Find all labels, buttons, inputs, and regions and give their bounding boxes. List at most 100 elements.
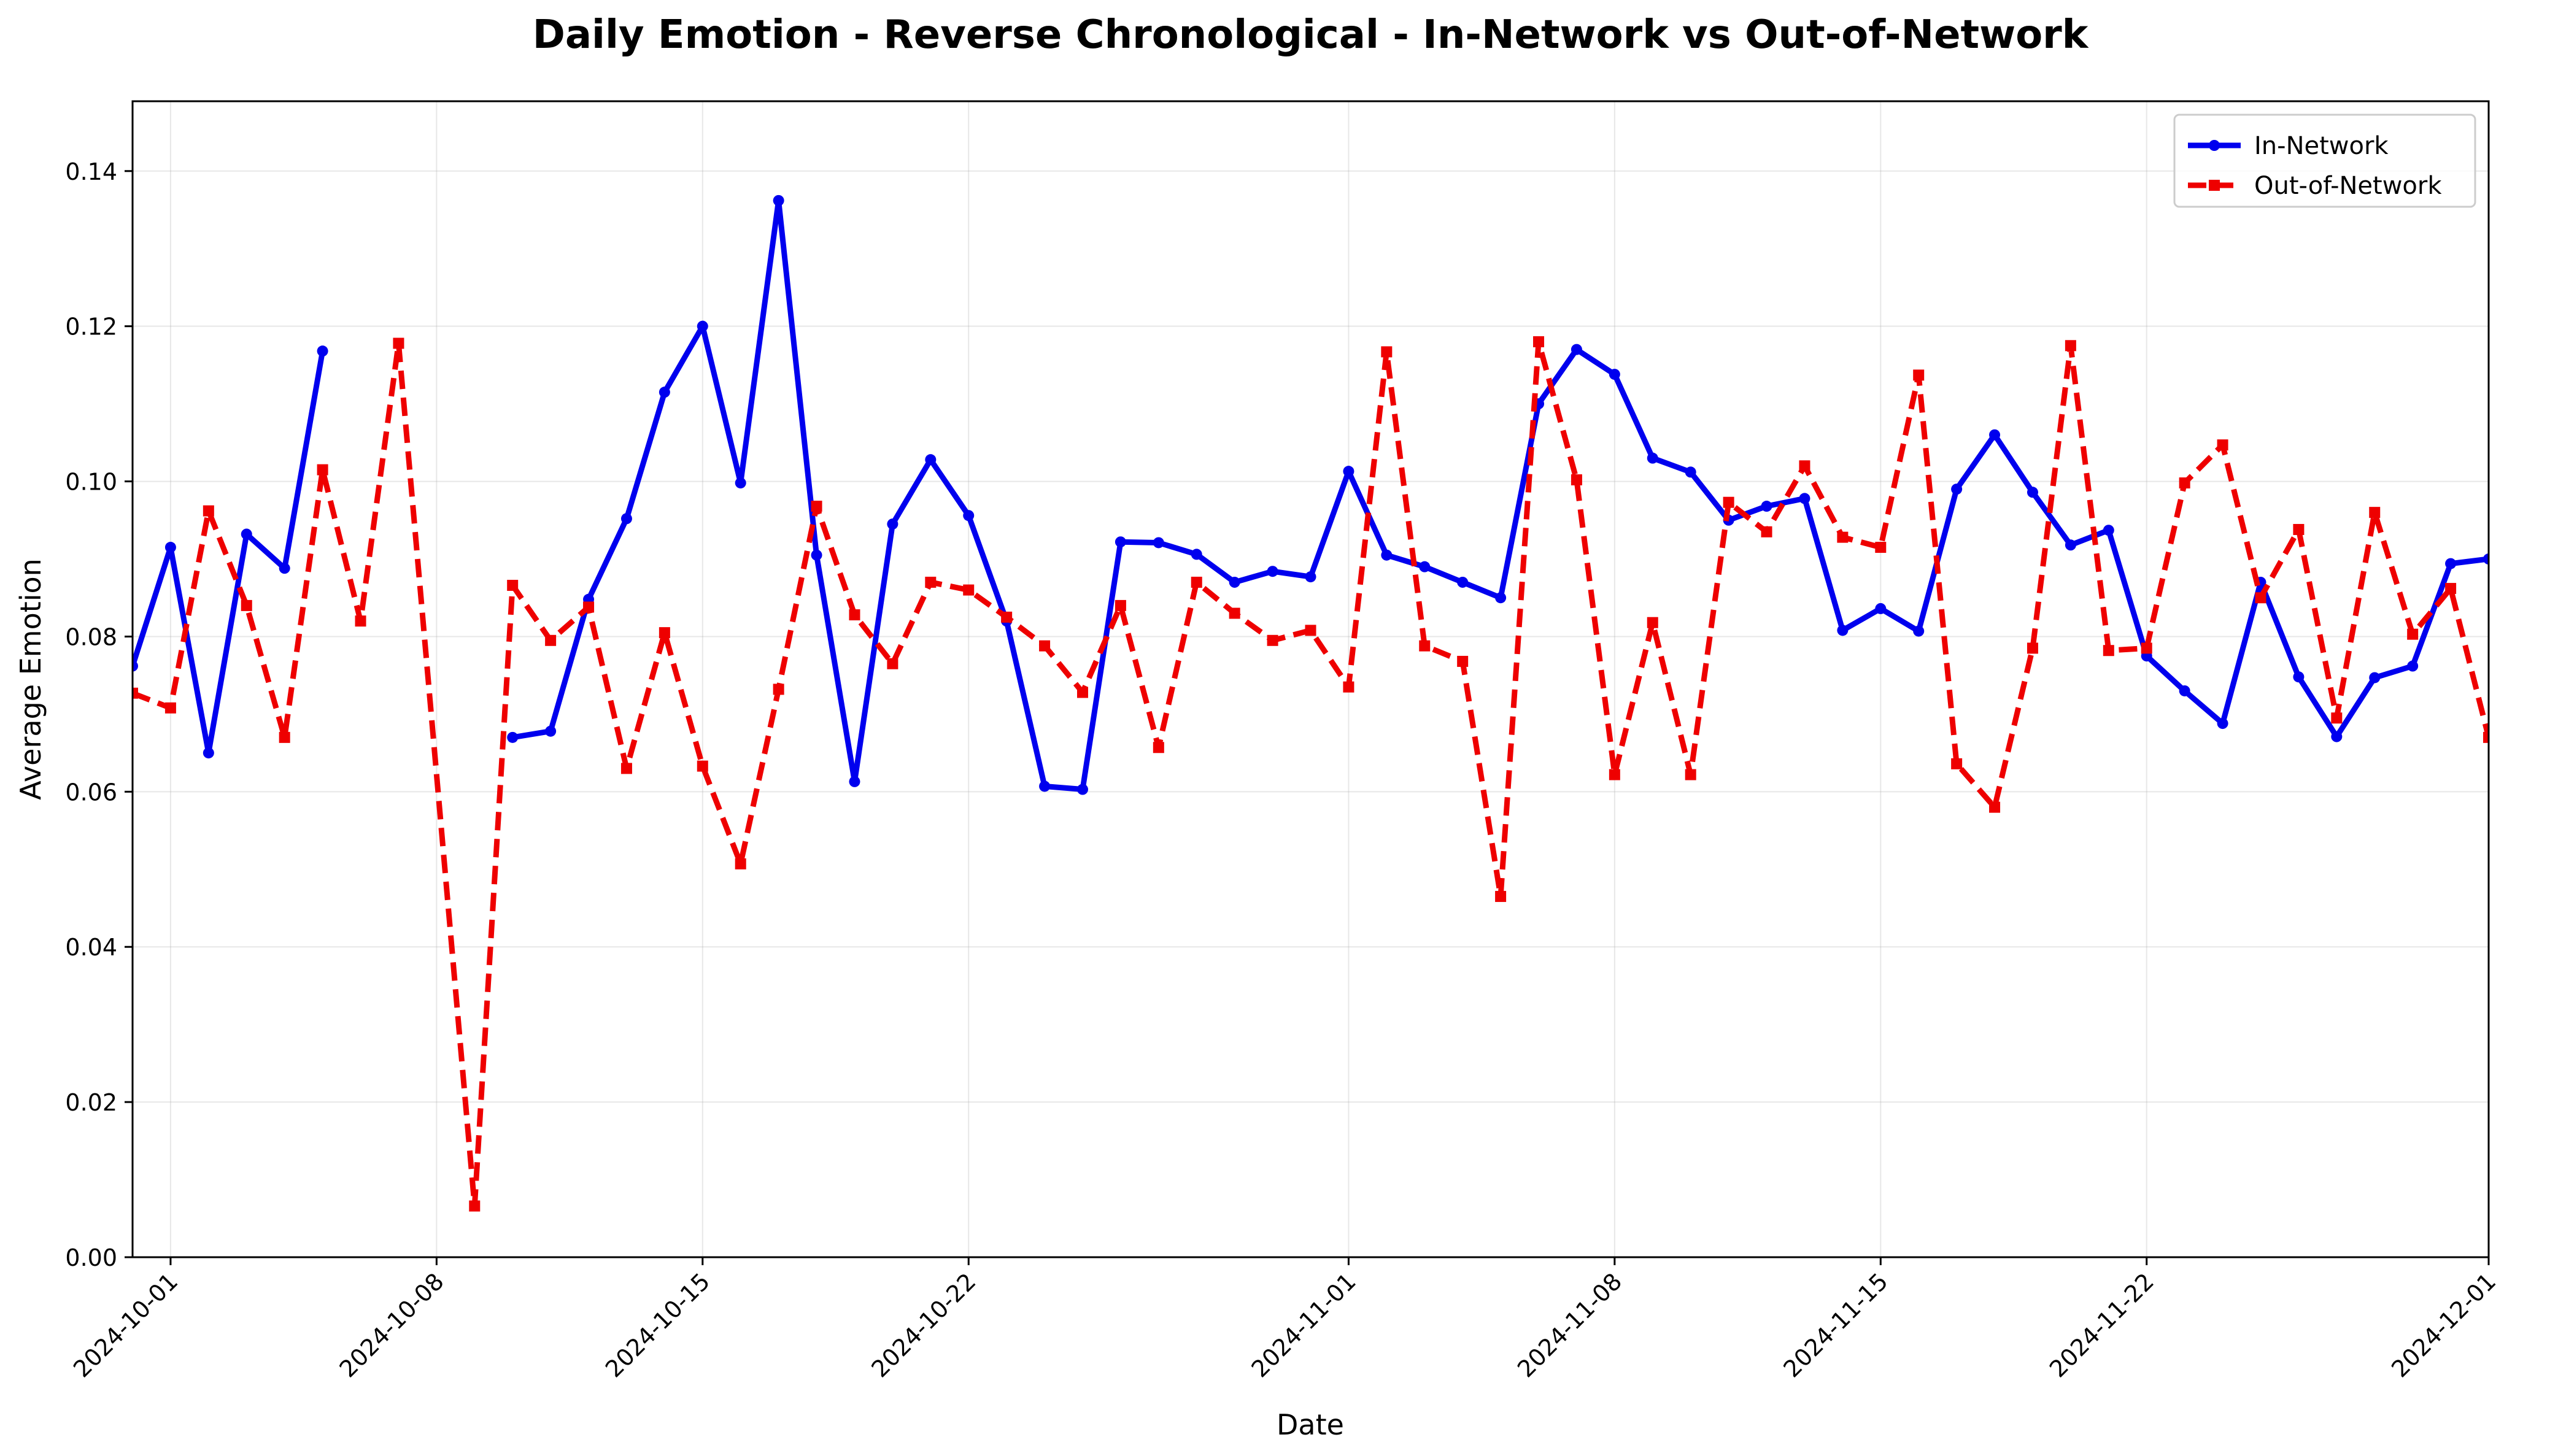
data-point [1267, 634, 1278, 646]
data-point [1799, 460, 1810, 472]
data-point [1761, 526, 1772, 537]
data-point [1076, 687, 1088, 698]
data-point [2065, 340, 2076, 352]
data-point [1115, 599, 1126, 611]
data-point [1419, 640, 1431, 652]
data-point [133, 660, 138, 672]
data-point [507, 731, 519, 743]
series-out-of-network [133, 336, 2489, 1212]
data-point [659, 627, 670, 639]
data-point [2293, 671, 2305, 683]
y-tick-label: 0.14 [65, 158, 117, 185]
data-point [2369, 672, 2381, 684]
data-point [2179, 685, 2190, 696]
data-point [1913, 625, 1925, 637]
data-point [241, 528, 252, 540]
data-point [545, 725, 557, 737]
data-point [735, 858, 746, 869]
y-tick-label: 0.02 [65, 1089, 117, 1116]
data-point [2407, 660, 2419, 672]
data-point [697, 760, 708, 772]
legend: In-Network Out-of-Network [2173, 114, 2476, 208]
data-point [1875, 603, 1887, 614]
data-point [1457, 655, 1469, 667]
data-point [1723, 496, 1734, 508]
data-point [925, 576, 937, 588]
data-point [1267, 566, 1278, 577]
data-point [659, 387, 670, 398]
data-point [1989, 429, 2001, 441]
data-point [317, 464, 328, 476]
data-point [1495, 592, 1507, 604]
y-tick-label: 0.08 [65, 623, 117, 650]
data-point [1305, 625, 1316, 636]
data-point [1571, 344, 1582, 355]
data-point [2445, 583, 2457, 595]
data-point [2103, 645, 2114, 657]
data-point [1153, 537, 1164, 549]
data-point [2027, 487, 2038, 498]
data-point [1419, 561, 1431, 572]
data-point [2483, 731, 2489, 743]
data-point [925, 454, 937, 466]
data-point [133, 687, 138, 699]
data-point [241, 599, 252, 611]
data-point [1381, 346, 1393, 358]
data-point [1039, 640, 1051, 652]
legend-frame [2173, 114, 2476, 208]
data-point [1761, 501, 1772, 512]
data-point [1685, 769, 1696, 780]
data-point [773, 684, 784, 695]
legend-label: Out-of-Network [2254, 172, 2442, 200]
data-point [2483, 553, 2489, 565]
data-point [469, 1200, 481, 1212]
data-point [1647, 617, 1658, 628]
data-point [887, 518, 898, 530]
data-point [1343, 466, 1354, 477]
plot-area-frame [131, 100, 2490, 1258]
data-point [2065, 539, 2076, 551]
data-point [1229, 576, 1240, 588]
data-point [1913, 369, 1925, 381]
legend-label: In-Network [2254, 132, 2389, 160]
data-point [1343, 681, 1354, 693]
data-point [203, 505, 214, 517]
y-tick-label: 0.10 [65, 469, 117, 496]
data-point [2027, 642, 2038, 654]
data-point [2407, 628, 2419, 640]
data-point [1951, 483, 1963, 495]
data-point [1305, 571, 1316, 583]
data-point [393, 337, 404, 349]
legend-marker [2209, 180, 2220, 191]
y-tick-label: 0.12 [65, 314, 117, 341]
data-point [811, 549, 822, 561]
data-point [2103, 525, 2114, 536]
data-point [1951, 758, 1963, 769]
data-point [1989, 801, 2001, 813]
data-point [203, 747, 214, 759]
series-line [133, 350, 326, 756]
data-point [1609, 769, 1620, 780]
data-point [1457, 576, 1469, 588]
data-point [811, 501, 822, 512]
data-point [1837, 531, 1849, 543]
data-point [849, 609, 860, 621]
data-point [963, 584, 975, 596]
data-point [317, 345, 328, 357]
data-point [355, 615, 366, 627]
data-point [2369, 507, 2381, 518]
data-point [2179, 477, 2190, 489]
data-point [773, 195, 784, 206]
data-point [1571, 474, 1582, 486]
data-point [1153, 742, 1164, 753]
data-point [164, 542, 176, 553]
data-point [1001, 611, 1013, 623]
data-point [2293, 523, 2305, 535]
data-point [1685, 466, 1696, 478]
data-point [2445, 558, 2457, 569]
series-layer [133, 195, 2489, 1212]
data-point [887, 658, 898, 669]
